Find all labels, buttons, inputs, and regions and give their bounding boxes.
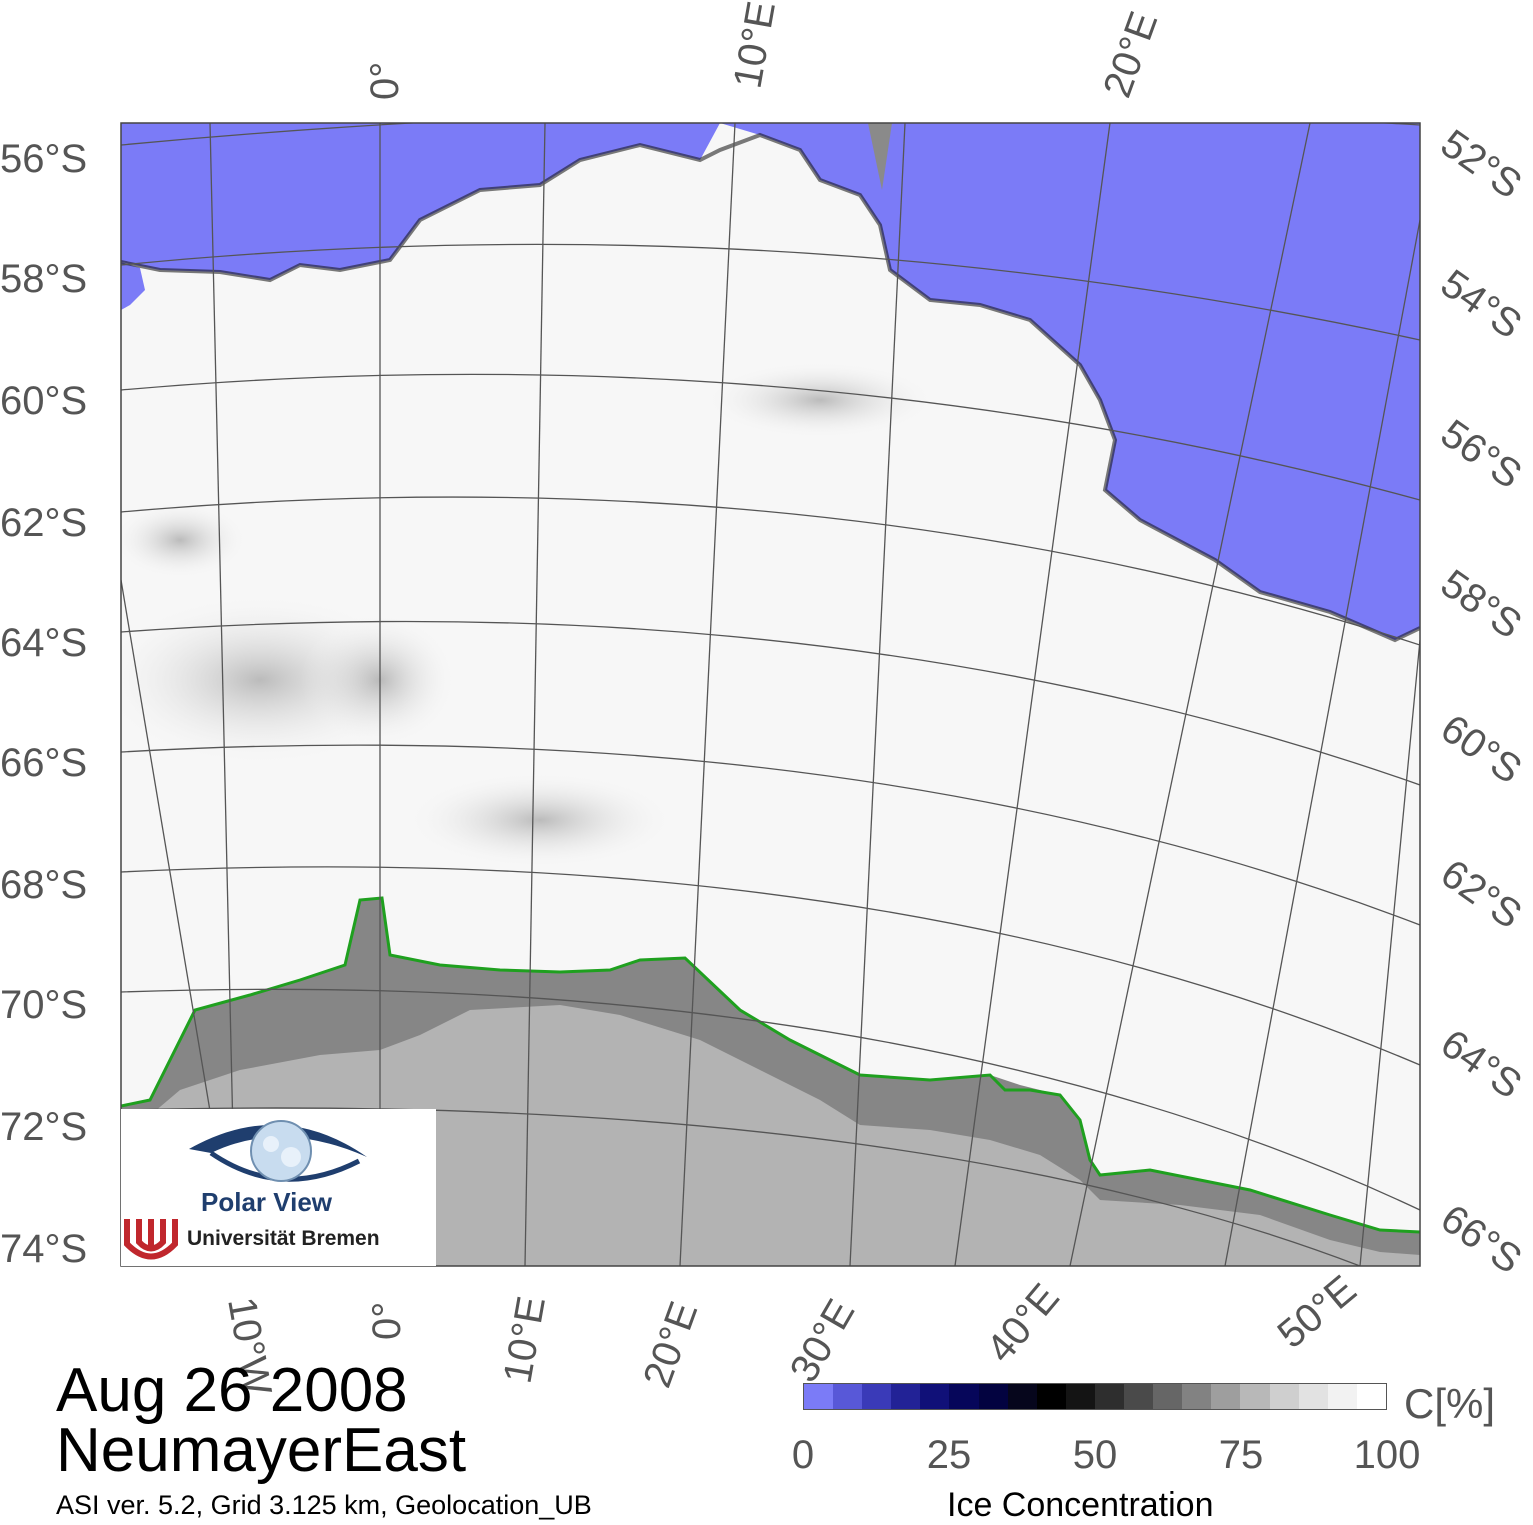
lat-label: 68°S xyxy=(0,863,87,907)
latitude-line xyxy=(121,866,1420,1066)
colorbar-segment xyxy=(833,1384,863,1409)
longitude-line xyxy=(524,123,546,1266)
map-frame xyxy=(120,122,1421,1267)
latitude-line xyxy=(121,496,1420,646)
longitude-line xyxy=(1359,639,1420,1266)
lon-label: 10°E xyxy=(726,0,784,92)
colorbar-segment xyxy=(1153,1384,1183,1409)
low-concentration-patch xyxy=(121,500,250,580)
colorbar-segment xyxy=(1124,1384,1154,1409)
colorbar-segment xyxy=(891,1384,921,1409)
colorbar-title: Ice Concentration xyxy=(947,1486,1214,1524)
lat-label: 64°S xyxy=(1433,1021,1530,1107)
colorbar-segment xyxy=(978,1384,1008,1409)
latitude-line xyxy=(121,1107,1361,1266)
logo-institution: Universität Bremen xyxy=(187,1227,380,1250)
colorbar-unit: C[%] xyxy=(1404,1380,1496,1427)
lon-label: 10°E xyxy=(496,1293,554,1386)
longitude-line xyxy=(679,123,736,1266)
colorbar-segment xyxy=(1065,1384,1095,1409)
latitude-line xyxy=(121,123,1420,146)
colorbar-tick: 0 xyxy=(791,1433,815,1477)
colorbar-tick: 75 xyxy=(1218,1433,1264,1477)
colorbar-tick: 25 xyxy=(926,1433,972,1477)
lat-label: 62°S xyxy=(1433,851,1530,937)
lat-label: 52°S xyxy=(1433,121,1530,207)
ice-edge xyxy=(121,132,1420,643)
open-water-area xyxy=(720,123,1420,640)
colorbar-segment xyxy=(1356,1384,1386,1409)
colorbar-segment xyxy=(1298,1384,1328,1409)
map-date: Aug 26 2008 xyxy=(56,1356,408,1425)
left-latitude-labels: 56°S 58°S 60°S 62°S 64°S 66°S 68°S 70°S … xyxy=(0,137,87,1271)
colorbar-segment xyxy=(804,1384,834,1409)
lat-label: 70°S xyxy=(0,983,87,1027)
longitude-line xyxy=(849,123,906,1266)
colorbar-segment xyxy=(1182,1384,1212,1409)
eye-icon xyxy=(123,1120,367,1263)
colorbar-segment xyxy=(949,1384,979,1409)
lat-label: 74°S xyxy=(0,1227,87,1271)
logo-name: Polar View xyxy=(201,1187,333,1217)
lon-label: 40°E xyxy=(978,1276,1068,1371)
colorbar-segment xyxy=(1240,1384,1270,1409)
polar-view-logo: Polar View Universität Bremen xyxy=(121,1109,436,1266)
latitude-line xyxy=(121,744,1420,926)
top-longitude-labels: 0° 10°E 20°E xyxy=(363,0,1166,103)
lat-label: 66°S xyxy=(1433,1196,1530,1282)
lat-label: 56°S xyxy=(1433,411,1530,497)
longitude-line xyxy=(1069,123,1311,1266)
lon-label: 50°E xyxy=(1270,1267,1365,1357)
colorbar-segment xyxy=(1036,1384,1066,1409)
colorbar-segment xyxy=(862,1384,892,1409)
map-info: ASI ver. 5.2, Grid 3.125 km, Geolocation… xyxy=(56,1490,592,1520)
latitude-line xyxy=(121,620,1420,786)
land-area xyxy=(121,1005,1420,1266)
colorbar-segment xyxy=(1269,1384,1299,1409)
longitude-line xyxy=(209,123,237,1266)
colorbar-segment xyxy=(1327,1384,1357,1409)
latitude-lines xyxy=(121,123,1420,1266)
map-region: NeumayerEast xyxy=(56,1416,467,1485)
lat-label: 62°S xyxy=(0,501,87,545)
colorbar-tick: 50 xyxy=(1072,1433,1118,1477)
latitude-line xyxy=(121,373,1420,501)
lon-label: 20°E xyxy=(1095,6,1166,103)
low-concentration-patch xyxy=(400,770,680,870)
lat-label: 58°S xyxy=(1433,561,1530,647)
lat-label: 60°S xyxy=(0,379,87,423)
right-latitude-labels: 52°S 54°S 56°S 58°S 60°S 62°S 64°S 66°S xyxy=(1433,121,1530,1282)
colorbar-tick: 100 xyxy=(1353,1433,1421,1477)
colorbar xyxy=(803,1383,1387,1410)
lat-label: 72°S xyxy=(0,1105,87,1149)
colorbar-segment xyxy=(1211,1384,1241,1409)
lon-label: 0° xyxy=(365,1302,409,1340)
open-water-area xyxy=(121,123,720,280)
coastline xyxy=(121,896,1420,1234)
lat-label: 58°S xyxy=(0,257,87,301)
low-concentration-patch xyxy=(700,360,940,440)
lon-label: 30°E xyxy=(782,1292,864,1389)
longitude-line xyxy=(954,123,1111,1266)
latitude-line xyxy=(121,988,1420,1211)
colorbar-segment xyxy=(920,1384,950,1409)
lat-label: 66°S xyxy=(0,741,87,785)
lon-label: 20°E xyxy=(635,1296,706,1393)
lon-label: 0° xyxy=(363,62,407,100)
colorbar-segment xyxy=(1007,1384,1037,1409)
lat-label: 54°S xyxy=(1433,261,1530,347)
lat-label: 60°S xyxy=(1433,706,1530,792)
longitude-line xyxy=(1224,219,1420,1266)
lat-label: 56°S xyxy=(0,137,87,181)
open-water-area xyxy=(121,262,145,310)
latitude-line xyxy=(121,243,1420,341)
no-data-wedge xyxy=(868,123,892,190)
lat-label: 64°S xyxy=(0,621,87,665)
colorbar-segment xyxy=(1094,1384,1125,1409)
